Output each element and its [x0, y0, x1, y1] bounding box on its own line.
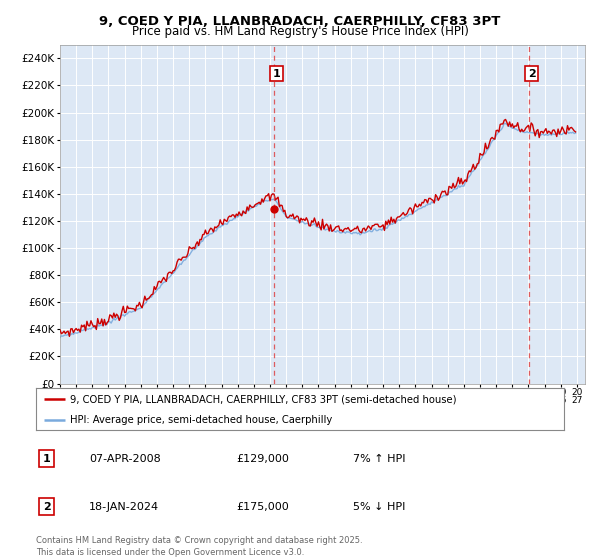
Text: 1: 1 — [43, 454, 50, 464]
Text: 07-APR-2008: 07-APR-2008 — [89, 454, 161, 464]
Text: 1: 1 — [273, 68, 281, 78]
Text: £175,000: £175,000 — [236, 502, 289, 511]
Text: 2: 2 — [43, 502, 50, 511]
Text: 2: 2 — [528, 68, 536, 78]
Text: 18-JAN-2024: 18-JAN-2024 — [89, 502, 159, 511]
Text: Price paid vs. HM Land Registry's House Price Index (HPI): Price paid vs. HM Land Registry's House … — [131, 25, 469, 38]
Text: 7% ↑ HPI: 7% ↑ HPI — [353, 454, 406, 464]
Text: 5% ↓ HPI: 5% ↓ HPI — [353, 502, 405, 511]
Text: HPI: Average price, semi-detached house, Caerphilly: HPI: Average price, semi-detached house,… — [70, 415, 332, 425]
Text: 9, COED Y PIA, LLANBRADACH, CAERPHILLY, CF83 3PT: 9, COED Y PIA, LLANBRADACH, CAERPHILLY, … — [100, 15, 500, 27]
Text: 9, COED Y PIA, LLANBRADACH, CAERPHILLY, CF83 3PT (semi-detached house): 9, COED Y PIA, LLANBRADACH, CAERPHILLY, … — [70, 394, 457, 404]
Text: Contains HM Land Registry data © Crown copyright and database right 2025.
This d: Contains HM Land Registry data © Crown c… — [36, 536, 362, 557]
Text: £129,000: £129,000 — [236, 454, 290, 464]
